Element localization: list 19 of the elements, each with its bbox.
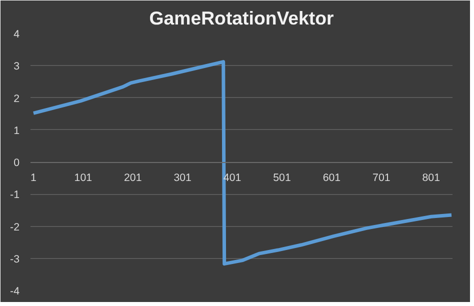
x-tick-label: 301 xyxy=(174,172,192,184)
y-tick-label: -1 xyxy=(10,189,20,202)
line-series xyxy=(32,60,452,266)
x-tick-label: 701 xyxy=(372,172,390,184)
x-tick-label: 501 xyxy=(273,172,291,184)
y-tick-label: 2 xyxy=(14,92,20,105)
x-tick-label: 601 xyxy=(322,172,341,184)
y-tick-label: -4 xyxy=(10,286,20,298)
y-tick-label: 4 xyxy=(14,28,20,40)
y-tick-label: 1 xyxy=(14,124,20,137)
chart-title: GameRotationVektor xyxy=(149,8,334,28)
y-tick-label: 0 xyxy=(14,157,20,169)
y-tick-label: 3 xyxy=(14,60,20,73)
x-tick-label: 101 xyxy=(74,172,92,184)
x-tick-label: 1 xyxy=(30,172,37,184)
x-tick-label: 801 xyxy=(422,172,440,184)
x-tick-label: 201 xyxy=(124,172,142,184)
y-tick-label: -2 xyxy=(10,221,20,234)
y-tick-label: -3 xyxy=(10,253,20,266)
